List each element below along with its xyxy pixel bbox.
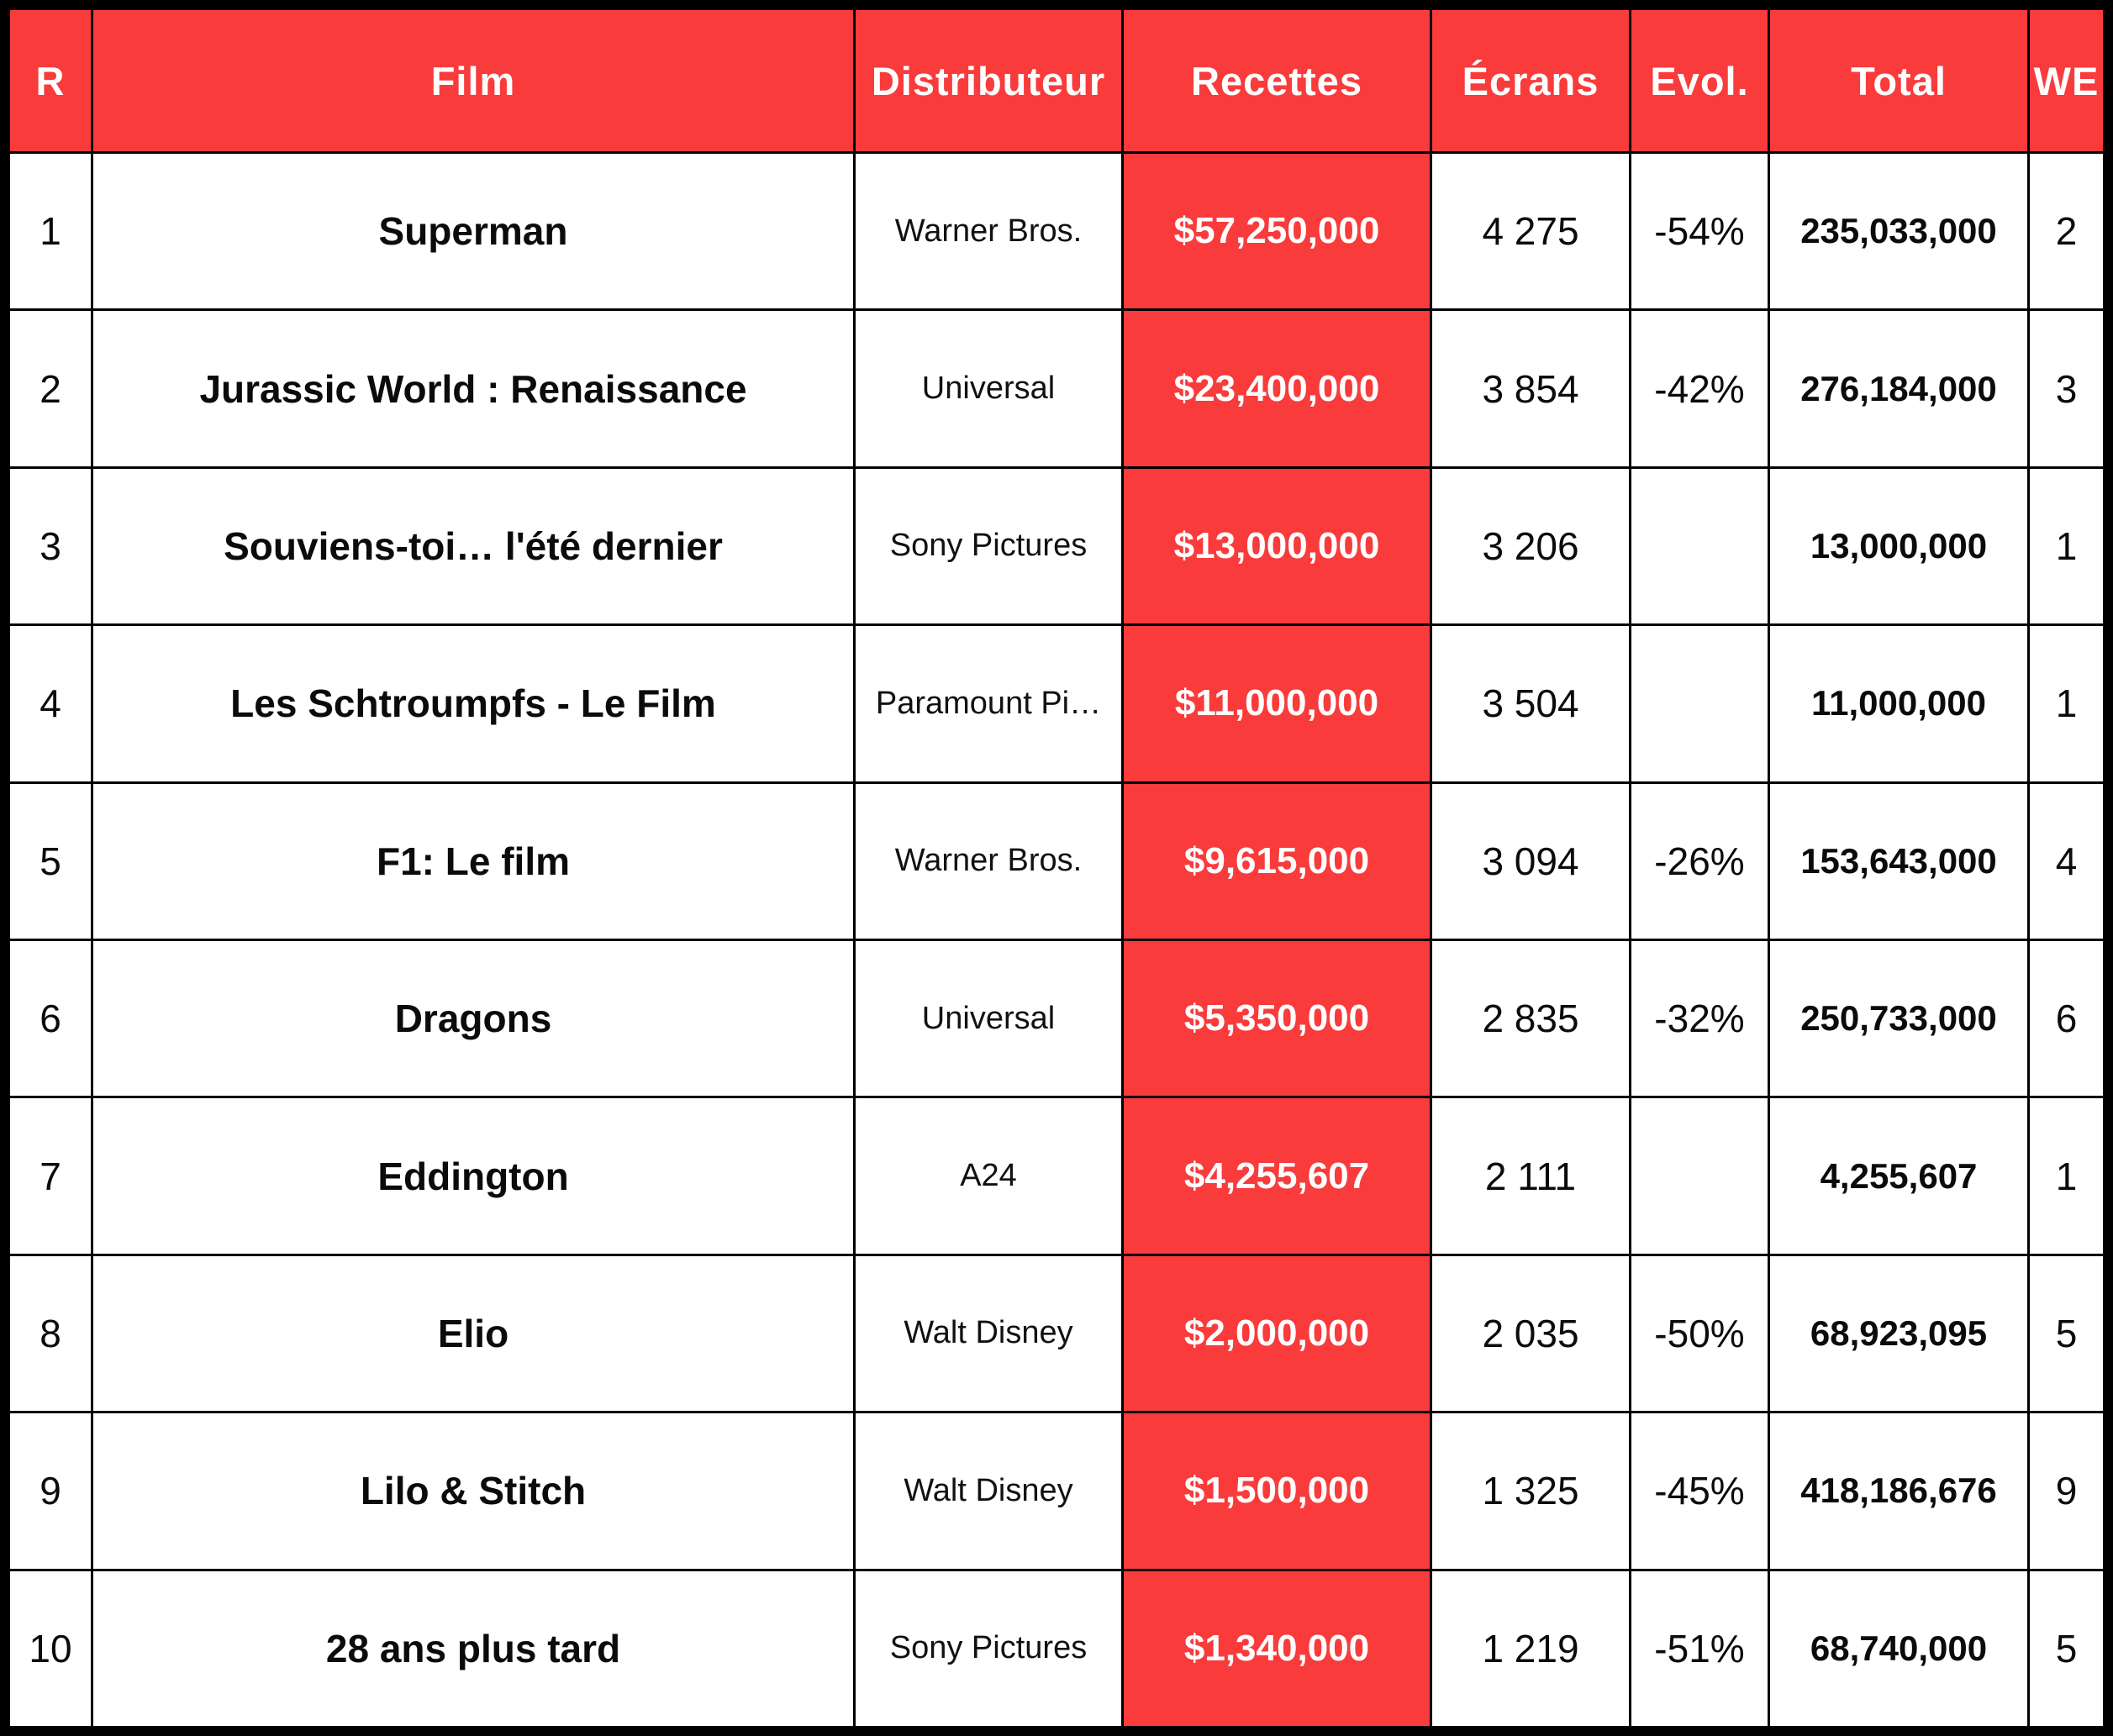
evolution-cell [1631, 468, 1768, 624]
distributor-cell: A24 [856, 1098, 1121, 1254]
evolution-cell [1631, 1098, 1768, 1254]
total-cell: 250,733,000 [1770, 940, 2027, 1097]
rank-cell: 8 [10, 1255, 91, 1412]
header-rank: R [10, 10, 91, 151]
film-title-cell: Lilo & Stitch [93, 1413, 853, 1569]
distributor-cell: Sony Pictures [856, 468, 1121, 624]
rank-cell: 10 [10, 1570, 91, 1726]
film-title-cell: Eddington [93, 1098, 853, 1254]
weekend-cell: 5 [2030, 1255, 2103, 1412]
rank-cell: 3 [10, 468, 91, 624]
weekend-cell: 9 [2030, 1413, 2103, 1569]
film-title-cell: Dragons [93, 940, 853, 1097]
revenue-cell: $1,500,000 [1124, 1413, 1430, 1569]
distributor-cell: Warner Bros. [856, 783, 1121, 939]
screens-cell: 4 275 [1432, 154, 1629, 309]
revenue-cell: $11,000,000 [1124, 626, 1430, 781]
total-cell: 235,033,000 [1770, 154, 2027, 309]
evolution-cell: -50% [1631, 1255, 1768, 1412]
rank-cell: 4 [10, 626, 91, 781]
header-revenue: Recettes [1124, 10, 1430, 151]
screens-cell: 3 854 [1432, 311, 1629, 466]
film-title-cell: 28 ans plus tard [93, 1570, 853, 1726]
weekend-cell: 1 [2030, 1098, 2103, 1254]
film-title-cell: F1: Le film [93, 783, 853, 939]
weekend-cell: 1 [2030, 468, 2103, 624]
rank-cell: 7 [10, 1098, 91, 1254]
revenue-cell: $2,000,000 [1124, 1255, 1430, 1412]
total-cell: 11,000,000 [1770, 626, 2027, 781]
film-title-cell: Jurassic World : Renaissance [93, 311, 853, 466]
distributor-cell: Walt Disney [856, 1413, 1121, 1569]
total-cell: 4,255,607 [1770, 1098, 2027, 1254]
revenue-cell: $1,340,000 [1124, 1570, 1430, 1726]
distributor-cell: Walt Disney [856, 1255, 1121, 1412]
film-title-cell: Souviens-toi… l'été dernier [93, 468, 853, 624]
distributor-cell: Universal [856, 311, 1121, 466]
weekend-cell: 5 [2030, 1570, 2103, 1726]
total-cell: 153,643,000 [1770, 783, 2027, 939]
screens-cell: 2 835 [1432, 940, 1629, 1097]
weekend-cell: 6 [2030, 940, 2103, 1097]
rank-cell: 9 [10, 1413, 91, 1569]
revenue-cell: $57,250,000 [1124, 154, 1430, 309]
film-title-cell: Superman [93, 154, 853, 309]
distributor-cell: Universal [856, 940, 1121, 1097]
total-cell: 13,000,000 [1770, 468, 2027, 624]
distributor-cell: Paramount Pi… [856, 626, 1121, 781]
rank-cell: 6 [10, 940, 91, 1097]
weekend-cell: 2 [2030, 154, 2103, 309]
evolution-cell: -51% [1631, 1570, 1768, 1726]
rank-cell: 2 [10, 311, 91, 466]
distributor-cell: Warner Bros. [856, 154, 1121, 309]
header-distributor: Distributeur [856, 10, 1121, 151]
header-screens: Écrans [1432, 10, 1629, 151]
header-film: Film [93, 10, 853, 151]
header-total: Total [1770, 10, 2027, 151]
evolution-cell [1631, 626, 1768, 781]
header-weekend: WE [2030, 10, 2103, 151]
screens-cell: 3 094 [1432, 783, 1629, 939]
film-title-cell: Elio [93, 1255, 853, 1412]
revenue-cell: $23,400,000 [1124, 311, 1430, 466]
screens-cell: 1 325 [1432, 1413, 1629, 1569]
rank-cell: 1 [10, 154, 91, 309]
screens-cell: 3 504 [1432, 626, 1629, 781]
evolution-cell: -45% [1631, 1413, 1768, 1569]
weekend-cell: 1 [2030, 626, 2103, 781]
evolution-cell: -26% [1631, 783, 1768, 939]
revenue-cell: $13,000,000 [1124, 468, 1430, 624]
revenue-cell: $4,255,607 [1124, 1098, 1430, 1254]
distributor-cell: Sony Pictures [856, 1570, 1121, 1726]
revenue-cell: $5,350,000 [1124, 940, 1430, 1097]
evolution-cell: -54% [1631, 154, 1768, 309]
rank-cell: 5 [10, 783, 91, 939]
screens-cell: 2 111 [1432, 1098, 1629, 1254]
screens-cell: 1 219 [1432, 1570, 1629, 1726]
screens-cell: 2 035 [1432, 1255, 1629, 1412]
total-cell: 68,923,095 [1770, 1255, 2027, 1412]
header-evolution: Evol. [1631, 10, 1768, 151]
screens-cell: 3 206 [1432, 468, 1629, 624]
film-title-cell: Les Schtroumpfs - Le Film [93, 626, 853, 781]
weekend-cell: 3 [2030, 311, 2103, 466]
total-cell: 418,186,676 [1770, 1413, 2027, 1569]
evolution-cell: -32% [1631, 940, 1768, 1097]
total-cell: 276,184,000 [1770, 311, 2027, 466]
evolution-cell: -42% [1631, 311, 1768, 466]
revenue-cell: $9,615,000 [1124, 783, 1430, 939]
weekend-cell: 4 [2030, 783, 2103, 939]
total-cell: 68,740,000 [1770, 1570, 2027, 1726]
